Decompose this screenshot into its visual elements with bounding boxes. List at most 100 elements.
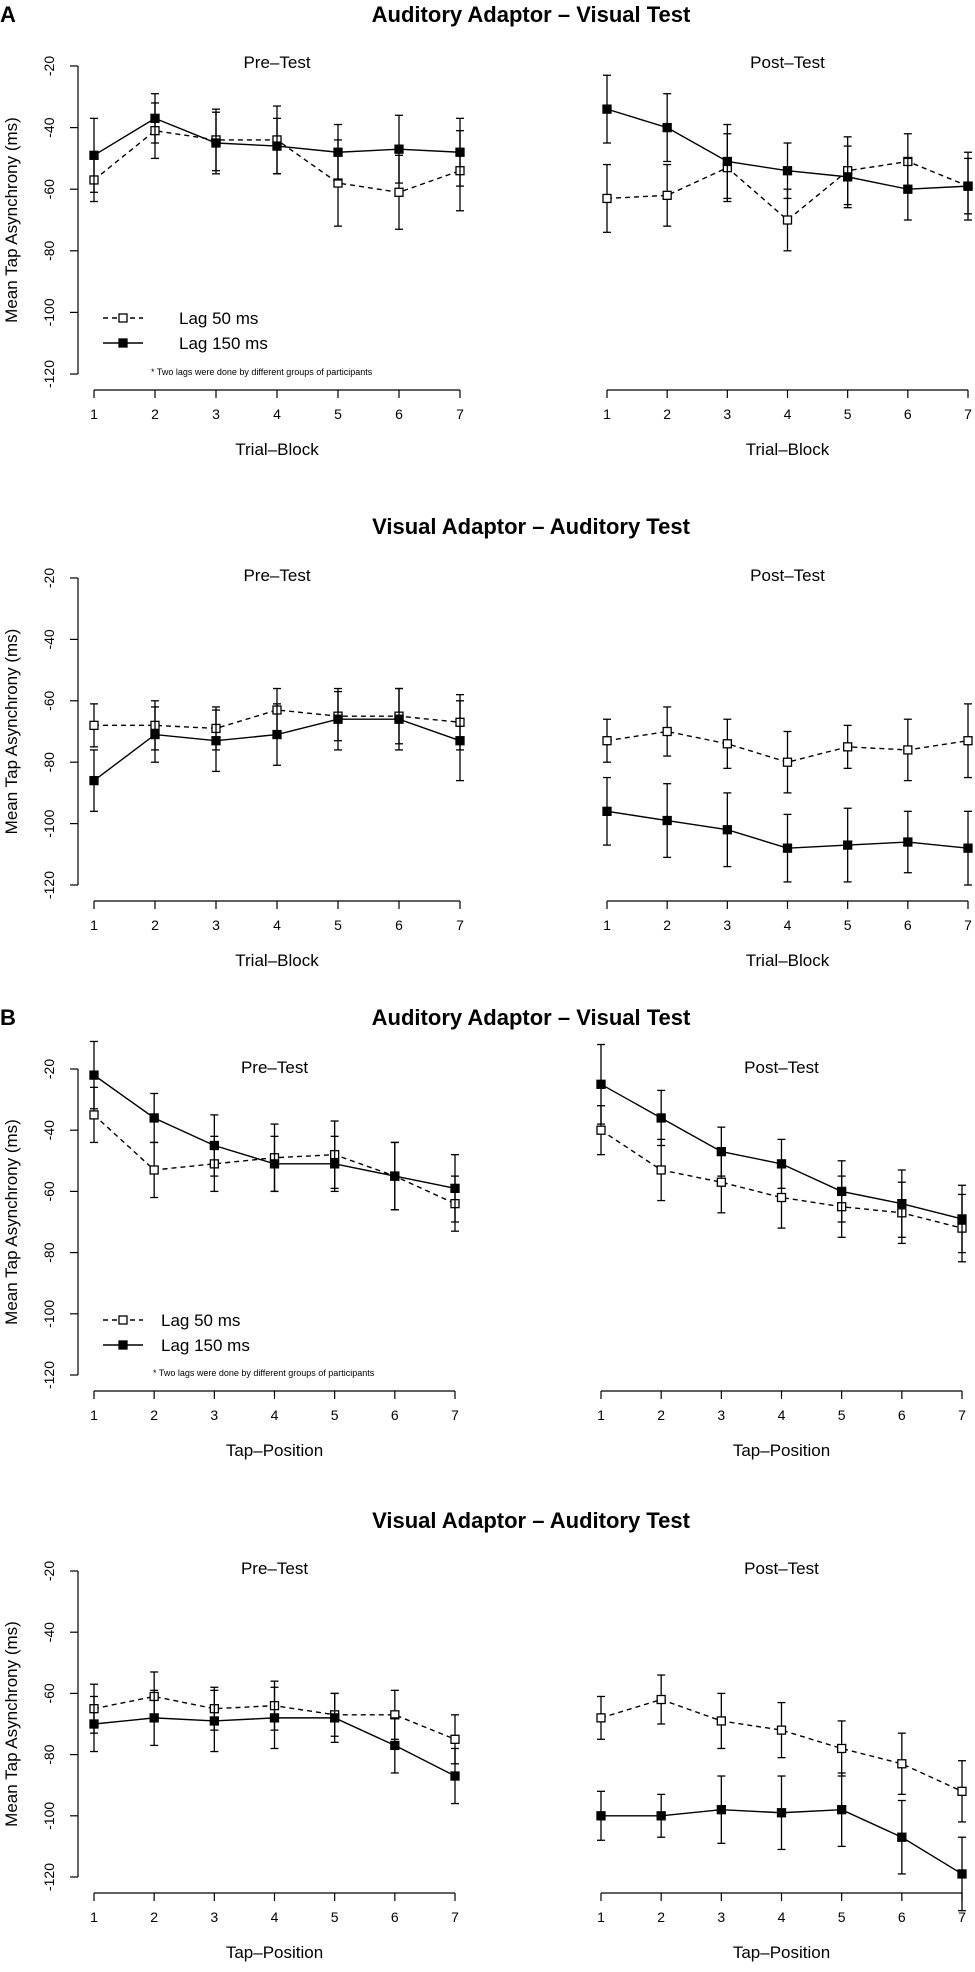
panel-7-title: Pre–Test [241,1559,308,1578]
x-tick-label: 5 [838,1407,846,1423]
x-tick-label: 3 [717,1909,725,1925]
marker-lag150 [722,825,732,835]
marker-lag50 [602,736,612,746]
marker-lag150 [837,1805,847,1815]
y-tick-label: -100 [41,298,57,326]
marker-lag150 [209,1716,219,1726]
panel-6-title: Post–Test [744,1058,819,1077]
x-tick-label: 1 [603,917,611,933]
legend-b-lag150-marker [118,1340,128,1350]
marker-lag50 [662,726,672,737]
legend-b-note: * Two lags were done by different groups… [153,1368,375,1378]
x-tick-label: 4 [784,406,792,422]
marker-lag50 [656,1165,666,1175]
marker-lag150 [333,147,343,157]
y-tick-label: -60 [41,1683,57,1703]
legend-b-lag50-label: Lag 50 ms [161,1311,240,1330]
x-tick-label: 6 [391,1407,399,1423]
x-tick-label: 4 [778,1909,786,1925]
marker-lag50 [843,742,853,752]
panel-2: Post–Test 1 2 3 4 5 6 7 Trial–Block [602,53,973,459]
legend-a-lag50-marker [118,313,128,323]
marker-lag150 [272,141,282,151]
y-tick-label: -80 [41,240,57,260]
x-tick-label: 3 [210,1407,218,1423]
marker-lag150 [272,729,282,740]
marker-lag50 [716,1716,726,1726]
x-axis-label: Tap–Position [226,1441,323,1460]
panels: Pre–Test 1 2 3 4 5 6 7 Trial–Block -20 -40 -60 -80 -1… [2,53,973,1962]
marker-lag50 [89,720,99,731]
x-axis-label: Trial–Block [235,440,319,459]
x-tick-label: 6 [395,406,403,422]
x-tick-label: 4 [778,1407,786,1423]
x-tick-label: 4 [271,1909,279,1925]
marker-lag150 [716,1805,726,1815]
x-tick-label: 7 [456,917,464,933]
y-tick-label: -20 [41,568,57,588]
y-tick-label: -120 [41,871,57,899]
marker-lag150 [150,729,160,740]
marker-lag50 [837,1743,847,1754]
x-axis-label: Tap–Position [733,1943,830,1962]
marker-lag150 [897,1198,907,1209]
x-tick-label: 1 [90,406,98,422]
marker-lag150 [957,1214,967,1224]
x-tick-label: 1 [597,1407,605,1423]
marker-lag50 [662,190,672,201]
x-tick-label: 2 [657,1909,665,1925]
y-axis-label: Mean Tap Asynchrony (ms) [2,117,21,323]
marker-lag150 [963,843,973,853]
y-tick-label: -120 [41,1863,57,1891]
marker-lag150 [330,1713,340,1723]
x-tick-label: 7 [456,406,464,422]
marker-lag50 [596,1125,606,1135]
y-tick-label: -20 [41,1561,57,1581]
x-tick-label: 5 [838,1909,846,1925]
legend-b: Lag 50 ms Lag 150 ms * Two lags were don… [103,1311,375,1378]
x-tick-label: 7 [451,1407,459,1423]
x-axis-label: Tap–Position [226,1943,323,1962]
panel-3-title: Pre–Test [243,566,310,585]
x-tick-label: 1 [597,1909,605,1925]
y-tick-label: -80 [41,1744,57,1764]
y-tick-label: -40 [41,117,57,137]
x-tick-label: 5 [844,406,852,422]
marker-lag50 [722,739,732,749]
y-tick-label: -80 [41,752,57,772]
x-tick-label: 6 [898,1909,906,1925]
y-tick-label: -100 [41,1300,57,1328]
x-tick-label: 3 [717,1407,725,1423]
marker-lag150 [211,138,221,148]
y-tick-label: -120 [41,1361,57,1389]
marker-lag150 [662,815,672,826]
marker-lag150 [596,1079,606,1089]
y-axis-label: Mean Tap Asynchrony (ms) [2,629,21,835]
x-tick-label: 3 [210,1909,218,1925]
marker-lag150 [269,1159,280,1169]
x-tick-label: 3 [212,406,220,422]
marker-lag50 [776,1192,787,1203]
x-tick-label: 3 [723,406,731,422]
x-tick-label: 7 [964,406,972,422]
marker-lag50 [963,736,973,746]
marker-lag150 [394,144,404,154]
legend-a-lag150-marker [118,338,128,348]
marker-lag50 [782,757,793,767]
y-tick-label: -120 [41,360,57,388]
marker-lag150 [390,1740,400,1751]
x-tick-label: 6 [898,1407,906,1423]
x-tick-label: 2 [663,406,671,422]
x-tick-label: 1 [90,917,98,933]
marker-lag50 [149,1165,159,1175]
y-tick-label: -80 [41,1242,57,1262]
marker-lag50 [957,1786,967,1796]
x-tick-label: 1 [603,406,611,422]
marker-lag150 [782,843,793,853]
y-tick-label: -40 [41,1622,57,1642]
section-a1-title: Auditory Adaptor – Visual Test [372,2,691,27]
x-tick-label: 2 [663,917,671,933]
y-tick-label: -20 [41,56,57,76]
marker-lag150 [776,1808,787,1818]
x-tick-label: 4 [784,917,792,933]
